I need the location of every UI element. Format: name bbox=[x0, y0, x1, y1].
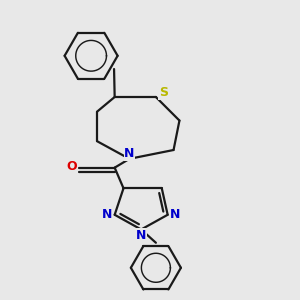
Text: N: N bbox=[170, 208, 180, 221]
Text: N: N bbox=[124, 147, 135, 160]
Text: O: O bbox=[67, 160, 77, 173]
Text: N: N bbox=[102, 208, 112, 221]
Text: S: S bbox=[159, 86, 168, 99]
Text: N: N bbox=[136, 229, 146, 242]
